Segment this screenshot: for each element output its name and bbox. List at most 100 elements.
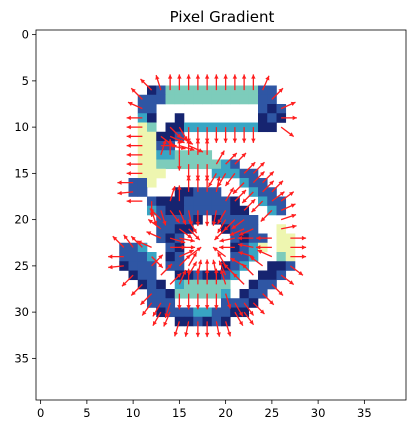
gradient-arrow <box>173 321 180 337</box>
gradient-arrow <box>140 293 153 306</box>
heatmap-cell <box>248 215 259 225</box>
gradient-arrow <box>204 293 210 310</box>
heatmap-cell <box>211 187 222 197</box>
heatmap-cell <box>248 289 259 299</box>
gradient-arrow <box>262 293 275 306</box>
heatmap-cell <box>193 307 203 318</box>
gradient-arrow <box>280 213 297 221</box>
gradient-arrow <box>167 74 173 91</box>
gradient-arrow <box>241 191 254 204</box>
gradient-arrow <box>214 127 219 143</box>
heatmap-cell <box>193 85 203 96</box>
heatmap-cell <box>184 94 194 105</box>
gradient-arrow <box>271 191 285 202</box>
gradient-arrow <box>257 249 273 258</box>
heatmap-cell <box>202 279 213 290</box>
heatmap-cell <box>276 242 287 253</box>
heatmap-cell <box>184 187 194 197</box>
gradient-arrow <box>230 257 245 267</box>
gradient-arrow <box>195 176 201 192</box>
heatmap-cell <box>174 85 185 96</box>
gradient-arrow <box>195 210 201 227</box>
gradient-arrow <box>290 245 307 250</box>
gradient-arrow <box>204 139 210 155</box>
gradient-arrow <box>188 251 198 267</box>
gradient-arrow <box>130 283 143 296</box>
heatmap-cell <box>147 122 157 133</box>
heatmap-cell <box>248 279 259 290</box>
heatmap-cell <box>211 94 222 105</box>
gradient-arrow <box>214 268 219 285</box>
y-tick-label: 10 <box>14 120 29 134</box>
gradient-arrow <box>219 245 235 250</box>
gradient-arrow <box>243 311 255 326</box>
gradient-arrow <box>195 293 201 310</box>
gradient-arrow <box>167 139 173 155</box>
gradient-arrow <box>262 171 275 184</box>
heatmap-cell <box>230 261 240 271</box>
gradient-arrow <box>232 182 245 195</box>
gradient-arrow <box>188 145 204 153</box>
gradient-arrow <box>130 235 143 248</box>
gradient-arrow <box>289 265 304 276</box>
gradient-arrow <box>177 185 182 202</box>
gradient-arrow <box>204 210 210 227</box>
gradient-arrow <box>186 293 191 310</box>
gradient-arrow <box>249 255 264 267</box>
gradient-arrow <box>290 235 307 241</box>
gradient-arrow <box>160 263 173 276</box>
heatmap-cell <box>156 168 166 179</box>
heatmap-cell <box>137 242 148 253</box>
heatmap-cell <box>211 279 222 290</box>
heatmap-cell <box>137 131 148 142</box>
heatmap-cell <box>230 94 240 105</box>
gradient-arrow <box>231 219 245 230</box>
heatmap-cell <box>267 104 277 114</box>
heatmap-cell <box>248 224 259 234</box>
gradient-arrow <box>290 254 307 259</box>
heatmap-cell <box>239 289 250 299</box>
heatmap-cell <box>276 233 287 244</box>
heatmap-cell <box>211 307 222 318</box>
heatmap-cell <box>147 131 157 142</box>
heatmap-cell <box>248 242 259 253</box>
heatmap-cell <box>137 178 148 188</box>
gradient-arrow <box>169 272 182 285</box>
gradient-arrow <box>177 74 182 91</box>
y-tick-label: 0 <box>22 28 29 42</box>
gradient-arrow <box>214 293 219 310</box>
x-tick-label: 30 <box>311 406 326 420</box>
gradient-arrow <box>252 161 265 174</box>
gradient-arrow <box>152 311 162 327</box>
gradient-arrow <box>126 143 143 148</box>
gradient-arrow <box>136 240 152 248</box>
heatmap-cell <box>165 215 176 225</box>
heatmap-cell <box>267 94 277 105</box>
gradient-arrow <box>215 321 221 337</box>
y-tick-label: 30 <box>14 305 29 319</box>
gradient-arrow <box>271 87 284 100</box>
gradient-arrow <box>186 74 191 91</box>
gradient-arrow <box>117 180 134 185</box>
gradient-arrow <box>280 203 296 211</box>
gradient-arrow <box>256 245 272 250</box>
heatmap-cell <box>165 150 176 160</box>
gradient-arrow <box>256 235 272 241</box>
gradient-arrow <box>280 126 295 138</box>
heatmap-cell <box>156 215 166 225</box>
heatmap-cell <box>174 196 185 207</box>
heatmap-cell <box>147 178 157 188</box>
heatmap-cell <box>128 242 139 253</box>
gradient-arrow <box>184 321 190 337</box>
gradient-arrow <box>252 171 265 184</box>
gradient-arrow <box>281 115 297 121</box>
gradient-arrow <box>178 269 187 285</box>
heatmap-cell <box>239 215 250 225</box>
heatmap-cell <box>276 261 287 271</box>
x-tick-label: 10 <box>126 406 141 420</box>
heatmap-cell <box>156 196 166 207</box>
gradient-arrow <box>195 268 201 285</box>
heatmap-cell <box>147 141 157 151</box>
gradient-arrow <box>251 74 256 91</box>
gradient-arrow <box>241 74 247 91</box>
